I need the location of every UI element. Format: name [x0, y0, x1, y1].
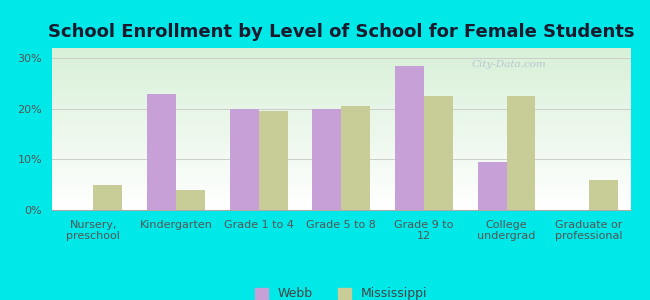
- Title: School Enrollment by Level of School for Female Students: School Enrollment by Level of School for…: [48, 23, 634, 41]
- Legend: Webb, Mississippi: Webb, Mississippi: [252, 284, 431, 300]
- Bar: [259, 111, 287, 210]
- Bar: [589, 180, 618, 210]
- Bar: [341, 106, 370, 210]
- Bar: [147, 94, 176, 210]
- Bar: [424, 96, 453, 210]
- Bar: [176, 190, 205, 210]
- Bar: [478, 162, 506, 210]
- Bar: [229, 109, 259, 210]
- Bar: [506, 96, 536, 210]
- Bar: [312, 109, 341, 210]
- Bar: [94, 185, 122, 210]
- Bar: [395, 66, 424, 210]
- Text: City-Data.com: City-Data.com: [472, 60, 547, 69]
